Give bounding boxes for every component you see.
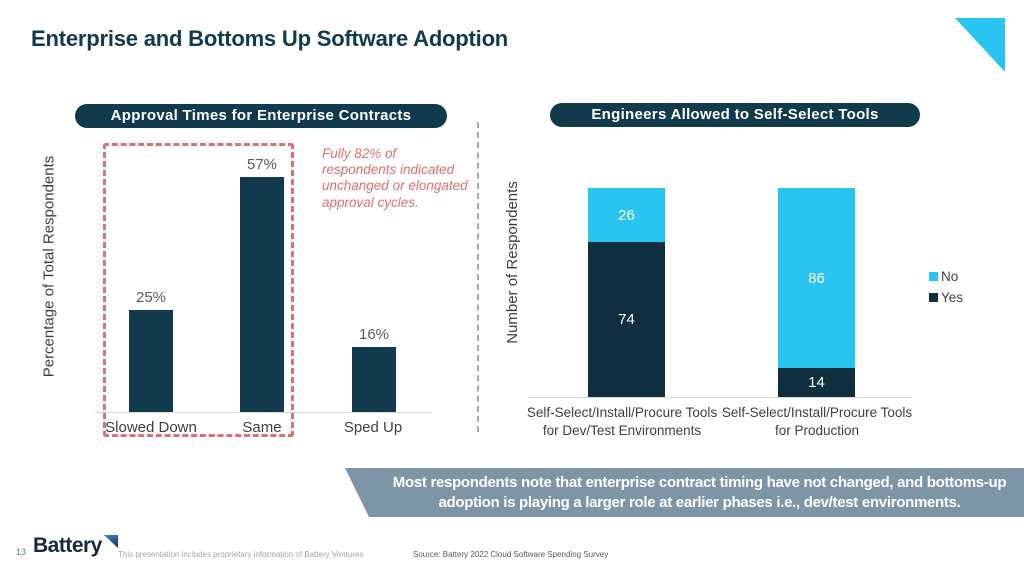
- battery-logo: Battery: [33, 534, 102, 557]
- segment-no: 26: [588, 188, 665, 242]
- legend-label-no: No: [941, 269, 959, 284]
- battery-logo-triangle-icon: [104, 535, 118, 548]
- disclaimer-text: This presentation includes proprietary i…: [118, 550, 364, 559]
- page-number: 13: [16, 547, 27, 557]
- category-label-same: Same: [242, 419, 282, 436]
- highlight-dashed-box: [103, 143, 294, 437]
- bar-value-label: 25%: [135, 289, 167, 306]
- category-label-slowed-down: Slowed Down: [105, 419, 197, 436]
- right-chart-baseline: [528, 397, 912, 398]
- segment-no: 86: [778, 188, 855, 368]
- banner-text: Most respondents note that enterprise co…: [392, 474, 1007, 511]
- legend-swatch-yes: [929, 293, 938, 302]
- segment-value-label: 26: [618, 206, 635, 224]
- page-title: Enterprise and Bottoms Up Software Adopt…: [31, 26, 509, 51]
- category-label-production: Self-Select/Install/Procure Tools for Pr…: [712, 404, 922, 439]
- stacked-bar-production: 86 14: [778, 188, 855, 397]
- segment-yes: 74: [588, 242, 665, 397]
- left-chart-baseline: [95, 412, 432, 413]
- stacked-bar-devtest: 26 74: [588, 188, 665, 397]
- category-label-devtest: Self-Select/Install/Procure Tools for De…: [517, 404, 727, 439]
- segment-value-label: 14: [808, 374, 825, 391]
- left-chart-y-axis-label: Percentage of Total Respondents: [40, 155, 58, 378]
- bar-same: 57%: [240, 113, 284, 413]
- category-label-sped-up: Sped Up: [343, 419, 403, 436]
- source-text: Source: Battery 2022 Cloud Software Spen…: [413, 550, 609, 559]
- legend-item-no: No: [929, 269, 963, 284]
- category-line: Self-Select/Install/Procure Tools: [721, 405, 913, 420]
- category-line: for Dev/Test Environments: [542, 422, 702, 438]
- legend-item-yes: Yes: [929, 290, 963, 305]
- segment-yes: 14: [778, 368, 855, 397]
- right-chart-y-axis-label: Number of Respondents: [504, 181, 521, 344]
- segment-value-label: 74: [618, 311, 635, 328]
- category-line: Self-Select/Install/Procure Tools: [526, 405, 718, 420]
- category-line: for Production: [774, 422, 860, 438]
- bar-sped-up: 16%: [352, 113, 396, 413]
- right-chart-title-pill: Engineers Allowed to Self-Select Tools: [550, 103, 920, 127]
- takeaway-banner: Most respondents note that enterprise co…: [345, 468, 1024, 517]
- bar-value-label: 57%: [246, 156, 278, 173]
- bar-fill: [352, 347, 396, 413]
- annotation-text: Fully 82% of respondents indicated uncha…: [322, 146, 468, 210]
- corner-triangle-icon: [955, 18, 1005, 72]
- charts-divider: [477, 122, 479, 432]
- bar-value-label: 16%: [358, 326, 390, 343]
- bar-fill: [129, 310, 173, 413]
- legend: No Yes: [929, 269, 963, 311]
- legend-label-yes: Yes: [941, 290, 964, 305]
- bar-fill: [240, 177, 284, 413]
- legend-swatch-no: [929, 272, 938, 281]
- bar-slowed-down: 25%: [129, 113, 173, 413]
- left-chart-title-pill: Approval Times for Enterprise Contracts: [75, 104, 447, 128]
- segment-value-label: 86: [808, 269, 825, 287]
